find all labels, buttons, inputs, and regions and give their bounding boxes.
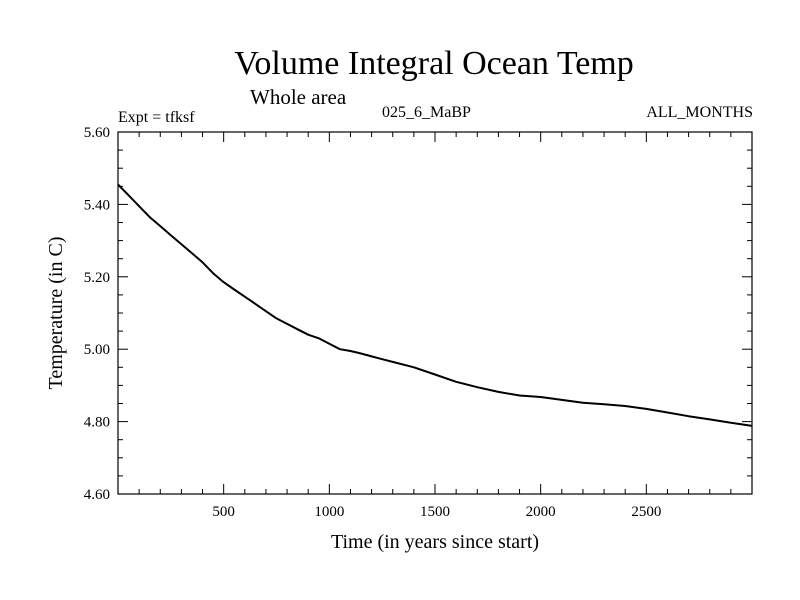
period-label: ALL_MONTHS [646,104,753,121]
chart-title: Volume Integral Ocean Temp [234,45,634,82]
x-tick-label: 500 [212,504,235,520]
experiment-label: Expt = tfksf [118,109,195,126]
x-axis-label: Time (in years since start) [331,531,539,553]
x-axis-ticks [138,132,732,494]
x-tick-label: 1000 [314,504,344,520]
y-tick-label: 4.80 [84,415,110,431]
run-label: 025_6_MaBP [382,104,471,121]
series-line-ocean-temp [117,183,753,427]
y-axis-ticks [118,131,752,495]
x-tick-label: 2000 [526,504,556,520]
y-tick-label: 5.20 [84,270,110,286]
plot-frame [117,131,753,495]
x-axis-tick-labels: 500 1000 1500 2000 2500 [212,504,661,520]
x-tick-label: 1500 [420,504,450,520]
y-tick-label: 5.40 [84,197,110,213]
chart-subtitle: Whole area [250,85,347,109]
y-axis-tick-labels: 4.60 4.80 5.00 5.20 5.40 5.60 [84,125,110,503]
x-tick-label: 2500 [631,504,661,520]
y-axis-label: Temperature (in C) [45,237,67,390]
y-tick-label: 4.60 [84,487,110,503]
y-tick-label: 5.00 [84,342,110,358]
y-tick-label: 5.60 [84,125,110,141]
